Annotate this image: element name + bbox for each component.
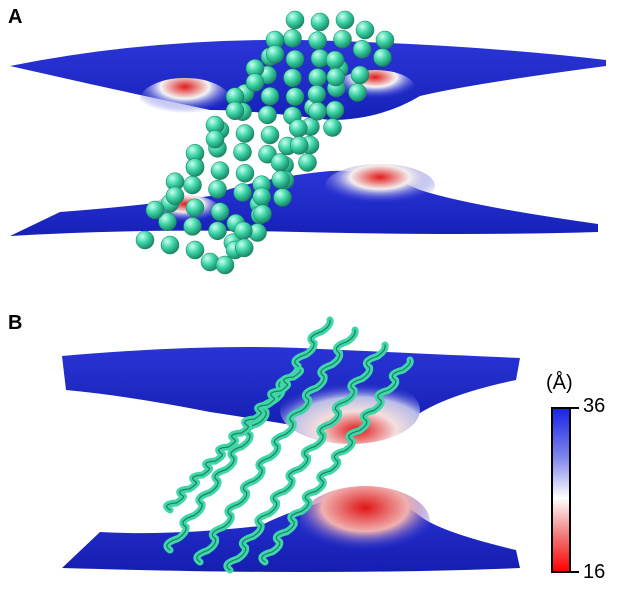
protein-bead: [252, 187, 271, 206]
panel-a: A: [0, 0, 618, 298]
protein-bead: [308, 102, 327, 121]
protein-bead: [308, 31, 327, 50]
protein-bead: [215, 255, 235, 275]
protein-bead: [373, 48, 392, 67]
protein-bead: [210, 161, 230, 180]
protein-helix-edge: [261, 359, 411, 563]
protein-bead: [135, 230, 155, 250]
protein-bead: [145, 200, 165, 220]
protein-bead: [234, 221, 253, 241]
protein-bead: [350, 65, 370, 85]
protein-beads: [135, 10, 395, 275]
protein-bead: [283, 29, 302, 48]
protein-bead: [270, 153, 290, 172]
protein-bead: [289, 119, 308, 138]
panel-a-label: A: [8, 6, 23, 28]
protein-bead: [323, 118, 342, 137]
panel-a-figure: [10, 10, 606, 275]
protein-bead: [233, 142, 252, 162]
membrane-lower-leaflet: [10, 170, 598, 236]
protein-bead: [285, 10, 305, 30]
protein-bead: [158, 212, 177, 231]
protein-bead: [253, 204, 272, 224]
protein-bead: [234, 238, 254, 258]
protein-helix-edge: [166, 319, 331, 551]
protein-bead: [273, 188, 292, 207]
protein-bead: [326, 67, 346, 87]
membrane-upper-dent: [140, 78, 230, 122]
scale-unit-label: (Å): [546, 372, 573, 394]
scale-min-label: 16: [583, 561, 606, 583]
protein-helix-edge: [226, 344, 386, 571]
panel-b-label: B: [8, 312, 23, 334]
protein-bead: [298, 153, 317, 172]
protein-bead: [260, 125, 280, 145]
protein-bead: [260, 87, 280, 106]
protein-ribbon: [163, 316, 414, 574]
membrane-upper-leaflet: [10, 39, 606, 120]
protein-bead: [285, 49, 305, 69]
panel-b: B (Å) 36: [0, 300, 618, 602]
protein-bead: [160, 235, 180, 255]
protein-bead: [310, 12, 330, 32]
protein-bead: [245, 73, 265, 92]
protein-bead: [235, 124, 255, 143]
protein-bead: [355, 20, 375, 40]
protein-bead: [233, 183, 252, 202]
protein-bead: [308, 68, 327, 87]
protein-bead: [208, 180, 227, 199]
protein-bead: [165, 186, 185, 206]
protein-bead: [183, 217, 202, 236]
protein-bead: [289, 136, 309, 155]
protein-bead: [265, 44, 285, 64]
membrane-lower-bump: [300, 486, 430, 558]
scale-tick-max: [571, 407, 579, 409]
protein-bead: [335, 10, 355, 30]
protein-bead: [348, 83, 367, 102]
protein-bead: [225, 101, 245, 121]
protein-bead: [325, 50, 345, 70]
protein-bead: [285, 87, 305, 106]
scale-tick-min: [571, 571, 579, 573]
protein-bead: [352, 40, 372, 59]
protein-bead: [271, 170, 291, 189]
membrane-lower-bump: [325, 164, 435, 208]
membrane-upper-dent-right: [335, 70, 415, 106]
protein-bead: [208, 221, 227, 241]
protein-bead: [283, 68, 302, 88]
protein-bead: [258, 105, 277, 125]
protein-bead: [185, 240, 205, 260]
protein-bead: [333, 29, 352, 49]
protein-helix-edge: [166, 369, 302, 511]
color-scale-bar: [551, 407, 571, 573]
protein-helix-edge: [196, 329, 356, 563]
scale-max-label: 36: [583, 395, 606, 417]
panel-b-figure: [62, 316, 520, 574]
protein-bead: [235, 164, 255, 183]
protein-bead: [307, 84, 326, 104]
protein-bead: [183, 175, 202, 195]
protein-bead: [210, 202, 230, 221]
protein-bead: [375, 30, 395, 50]
protein-bead: [185, 158, 205, 177]
protein-bead: [205, 129, 225, 149]
protein-bead: [325, 100, 345, 120]
protein-bead: [185, 198, 205, 218]
